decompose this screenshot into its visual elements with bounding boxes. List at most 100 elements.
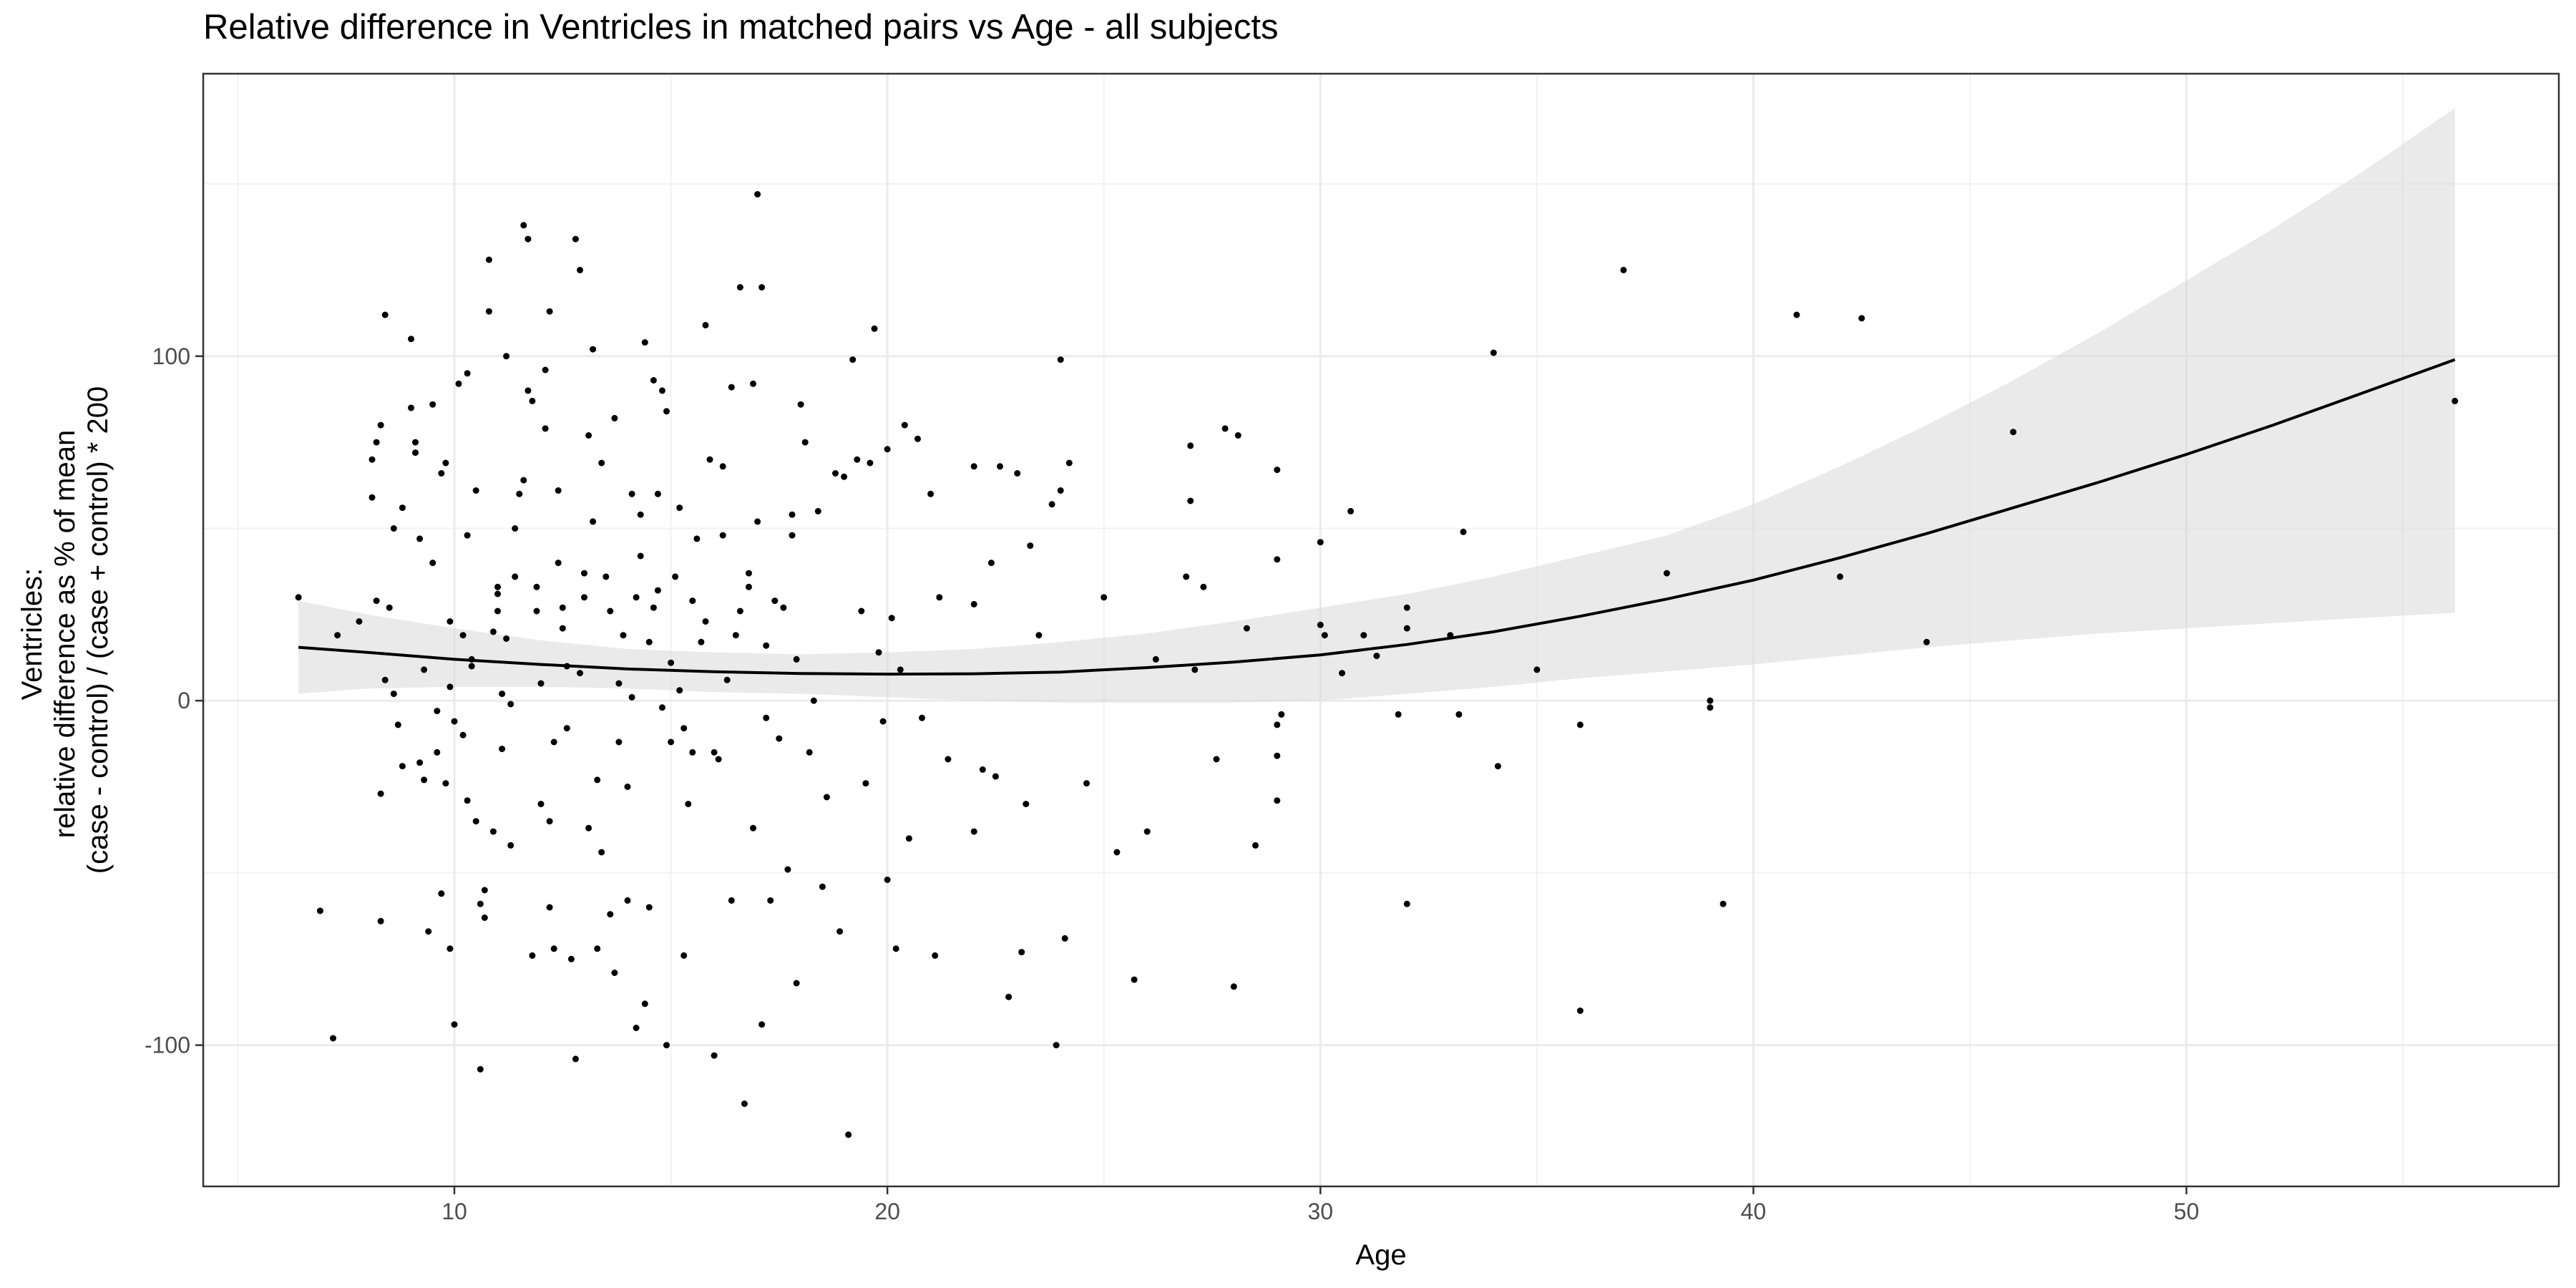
data-point: [472, 487, 479, 494]
data-point: [702, 618, 709, 625]
data-point: [1707, 704, 1714, 711]
data-point: [754, 518, 761, 525]
data-point: [1113, 849, 1121, 856]
data-point: [533, 608, 540, 615]
data-point: [1347, 507, 1355, 514]
data-point: [533, 583, 540, 590]
data-point: [693, 535, 701, 542]
data-point: [1533, 666, 1541, 673]
data-point: [577, 266, 583, 273]
data-point: [746, 570, 752, 577]
data-point: [447, 945, 454, 952]
data-point: [841, 473, 848, 480]
data-point: [914, 435, 921, 442]
data-point: [1620, 266, 1627, 273]
data-point: [997, 463, 1003, 470]
data-point: [425, 928, 432, 935]
data-point: [572, 235, 579, 243]
data-point: [832, 470, 839, 477]
data-point: [728, 897, 735, 904]
data-point: [369, 456, 376, 463]
data-point: [563, 725, 570, 732]
data-point: [581, 594, 587, 601]
data-point: [529, 397, 536, 404]
data-point: [1858, 315, 1865, 322]
data-point: [1131, 976, 1138, 983]
data-point: [1576, 1008, 1584, 1014]
data-point: [849, 356, 857, 364]
data-point: [377, 917, 384, 924]
data-point: [862, 780, 869, 787]
data-point: [416, 535, 424, 542]
data-point: [464, 370, 471, 377]
data-point: [1360, 632, 1367, 639]
data-point: [992, 773, 999, 780]
data-point: [789, 532, 796, 539]
data-point: [434, 708, 441, 715]
data-point: [598, 849, 605, 856]
data-point: [572, 1055, 579, 1063]
data-point: [1065, 459, 1073, 467]
data-point: [585, 432, 592, 439]
data-point: [1923, 638, 1930, 645]
data-point: [754, 191, 761, 197]
data-point: [421, 776, 428, 784]
data-point: [590, 518, 597, 525]
data-point: [399, 763, 406, 770]
data-point: [416, 759, 424, 766]
data-point: [884, 446, 891, 453]
data-point: [905, 835, 912, 842]
data-point: [386, 604, 393, 611]
data-point: [758, 284, 766, 291]
data-point: [715, 756, 722, 763]
data-point: [728, 384, 735, 391]
data-point: [650, 377, 657, 384]
data-point: [1274, 797, 1281, 804]
data-point: [620, 632, 627, 639]
confidence-band: [298, 108, 2455, 703]
data-point: [1023, 801, 1030, 808]
data-point: [1707, 697, 1714, 704]
data-point: [550, 945, 557, 952]
plot-panel-border: [202, 72, 2560, 1188]
data-point: [685, 801, 692, 808]
data-point: [711, 1052, 718, 1059]
data-point: [746, 583, 752, 590]
data-point: [689, 597, 696, 605]
data-point: [810, 697, 817, 704]
data-point: [633, 594, 640, 601]
data-point: [1576, 721, 1584, 728]
data-point: [489, 628, 497, 635]
data-point: [611, 414, 618, 421]
data-point: [732, 632, 739, 639]
data-point: [399, 504, 406, 512]
data-point: [2451, 397, 2459, 404]
x-axis-ticks: 10 20 30 40 50: [441, 1186, 2199, 1224]
data-point: [1143, 828, 1151, 835]
data-point: [628, 693, 635, 701]
data-point: [654, 490, 661, 497]
data-point: [390, 691, 397, 698]
data-point: [447, 683, 454, 691]
data-point: [668, 738, 675, 746]
data-point: [1057, 356, 1064, 364]
data-point: [1101, 594, 1108, 601]
data-point: [706, 456, 713, 463]
data-point: [758, 1021, 766, 1028]
data-point: [434, 748, 441, 756]
data-point: [663, 1042, 670, 1049]
data-point: [481, 914, 488, 921]
data-point: [1317, 621, 1324, 628]
data-point: [499, 746, 506, 753]
data-point: [663, 408, 670, 415]
data-point: [698, 638, 705, 645]
data-point: [637, 552, 644, 560]
data-point: [537, 801, 545, 808]
data-point: [590, 346, 597, 353]
data-point: [763, 714, 770, 721]
data-point: [624, 784, 631, 790]
data-point: [776, 735, 783, 742]
data-point: [525, 387, 532, 394]
data-point: [477, 900, 484, 907]
data-point: [412, 439, 419, 446]
